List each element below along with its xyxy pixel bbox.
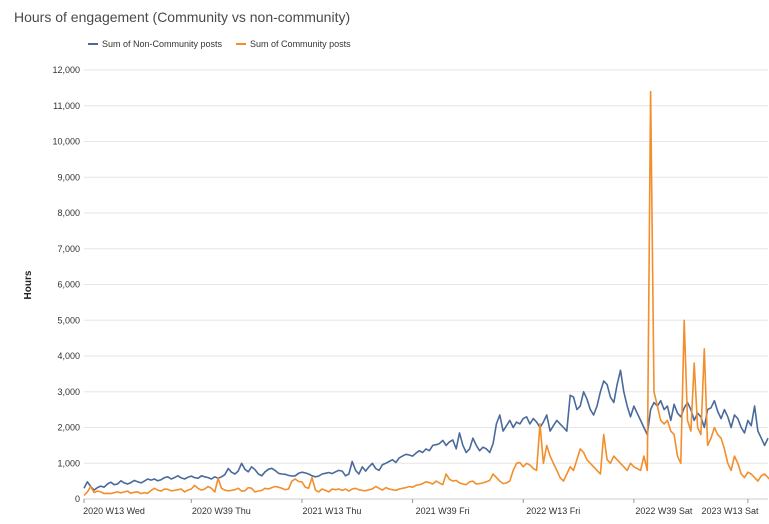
series-line-community[interactable] [83,90,769,496]
legend-label-community: Sum of Community posts [250,39,351,49]
y-tick-label: 8,000 [57,208,80,218]
x-tick-label: 2021 W13 Thu [303,506,362,516]
x-tick-label: 2020 W39 Thu [192,506,251,516]
x-tick-label: 2020 W13 Wed [83,506,145,516]
chart-title: Hours of engagement (Community vs non-co… [14,9,351,25]
y-tick-label: 0 [75,494,80,504]
legend-swatch-non-community [88,43,98,45]
y-tick-label: 4,000 [57,351,80,361]
grid [84,69,768,500]
y-tick-label: 9,000 [57,172,80,182]
x-tick-label: 2021 W39 Fri [416,506,470,516]
legend-item-community[interactable]: Sum of Community posts [236,39,351,49]
x-tick-label: 2022 W13 Fri [526,506,580,516]
x-axis: 2020 W13 Wed 2020 W39 Thu 2021 W13 Thu 2021… [83,498,768,516]
y-tick-label: 5,000 [57,315,80,325]
y-axis-label: Hours [23,270,34,299]
y-tick-label: 6,000 [57,280,80,290]
legend-swatch-community [236,43,247,45]
legend: Sum of Non-Community posts Sum of Commun… [88,39,351,49]
y-tick-label: 11,000 [53,101,80,111]
series-lines [83,90,769,496]
y-tick-label: 12,000 [52,65,80,75]
legend-item-non-community[interactable]: Sum of Non-Community posts [88,39,222,49]
legend-label-non-community: Sum of Non-Community posts [102,39,223,49]
x-tick-label: 2022 W39 Sat [635,506,693,516]
y-tick-label: 10,000 [52,137,80,147]
y-tick-label: 1,000 [57,458,80,468]
y-tick-label: 2,000 [57,423,80,433]
y-tick-label: 3,000 [57,387,80,397]
y-axis: 0 1,000 2,000 3,000 4,000 5,000 6,000 7,000 8,00… [52,65,80,504]
y-tick-label: 7,000 [57,244,80,254]
series-line-non-community[interactable] [83,369,769,491]
x-tick-label: 2023 W13 Sat [701,506,759,516]
